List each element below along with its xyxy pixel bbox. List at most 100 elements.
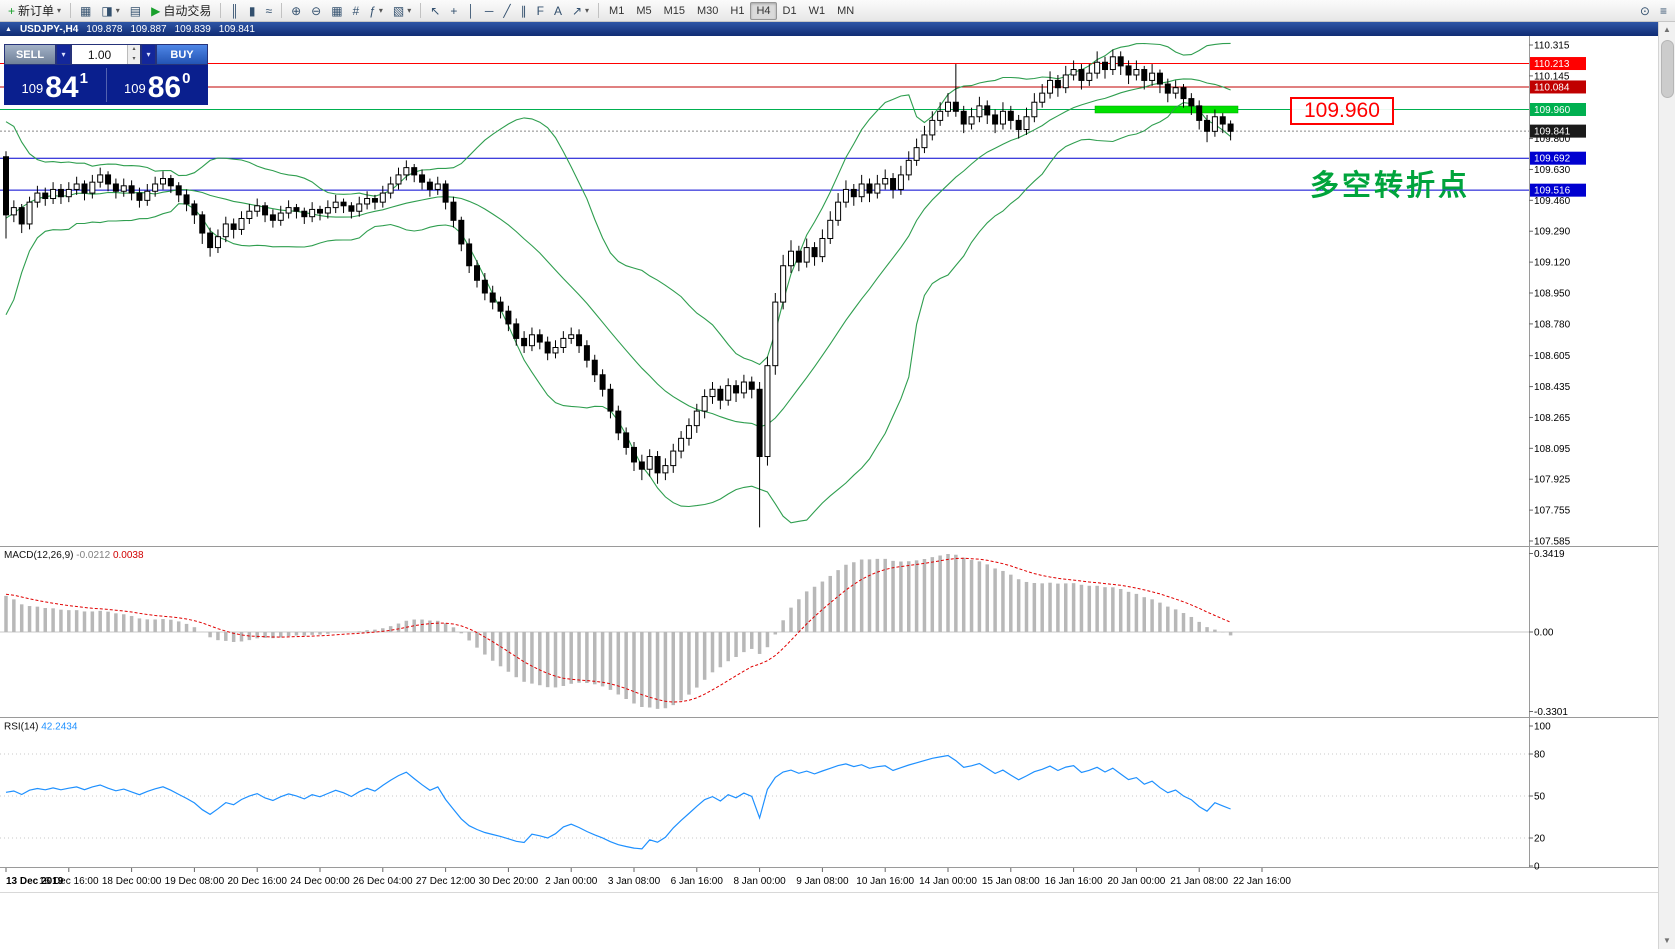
svg-text:109.841: 109.841 xyxy=(1534,127,1571,138)
svg-text:108.950: 108.950 xyxy=(1534,289,1571,300)
svg-text:22 Jan 16:00: 22 Jan 16:00 xyxy=(1233,876,1291,887)
grid-icon: # xyxy=(352,3,360,18)
sell-price-prefix: 109 xyxy=(21,81,44,96)
svg-text:0.3419: 0.3419 xyxy=(1534,549,1565,560)
main-toolbar: + 新订单 ▾ ▦ ◨ ▾ ▤ ▶ 自动交易 ║ ▮ ≈ ⊕ ⊖ ▦ # ƒ ▾ ▧ ▾ ↖ + │ ─ ╱ ∥ F A ↗ ▾ M1 M5 M… xyxy=(0,0,1675,22)
svg-text:16 Jan 16:00: 16 Jan 16:00 xyxy=(1045,876,1103,887)
market-watch-button[interactable]: ▤ xyxy=(125,1,146,20)
candles xyxy=(3,49,1234,528)
svg-text:27 Dec 12:00: 27 Dec 12:00 xyxy=(416,876,476,887)
timeframe-m5-button[interactable]: M5 xyxy=(636,4,652,17)
svg-text:107.755: 107.755 xyxy=(1534,506,1571,517)
svg-text:109.800: 109.800 xyxy=(1534,134,1571,145)
crosshair-button[interactable]: + xyxy=(445,1,462,20)
tile-windows-button[interactable]: ▦ xyxy=(326,1,347,20)
chart-titlebar[interactable]: ▲ USDJPY-,H4 109.878 109.887 109.839 109… xyxy=(0,22,1658,36)
sell-price-big: 84 xyxy=(45,71,79,104)
svg-text:109.120: 109.120 xyxy=(1534,258,1571,269)
svg-text:6 Jan 16:00: 6 Jan 16:00 xyxy=(671,876,724,887)
ohlc-high: 109.887 xyxy=(130,23,167,35)
macd-panel: MACD(12,26,9) -0.0212 0.0038 0.3419 0.00 -0… xyxy=(0,549,1568,718)
svg-text:18 Dec 00:00: 18 Dec 00:00 xyxy=(102,876,162,887)
buy-button[interactable]: BUY xyxy=(156,44,208,65)
timeframe-w1-button[interactable]: W1 xyxy=(808,4,826,17)
trendline-button[interactable]: ╱ xyxy=(498,1,515,20)
horizontal-line-button[interactable]: ─ xyxy=(480,1,499,20)
timeframe-h4-button[interactable]: H4 xyxy=(750,1,777,20)
svg-text:13 Dec 2019: 13 Dec 2019 xyxy=(6,876,64,887)
price-axis[interactable]: 110.315 110.145 109.800 109.630 109.460 109.2… xyxy=(1529,41,1586,548)
svg-text:109.516: 109.516 xyxy=(1534,186,1571,197)
charts-icon: ▦ xyxy=(80,3,92,18)
svg-text:109.692: 109.692 xyxy=(1534,154,1571,165)
sell-button[interactable]: SELL xyxy=(4,44,56,65)
timeframe-m1-button[interactable]: M1 xyxy=(609,4,625,17)
new-order-icon: + xyxy=(8,3,16,18)
vertical-line-button[interactable]: │ xyxy=(462,1,480,20)
timeframe-m15-button[interactable]: M15 xyxy=(663,4,686,17)
scrollbar-thumb[interactable] xyxy=(1660,40,1674,98)
svg-text:108.265: 108.265 xyxy=(1534,413,1571,424)
docs-icon: ≡ xyxy=(1659,3,1667,18)
search-button[interactable]: ⊙ xyxy=(1635,1,1655,20)
fibonacci-button[interactable]: F xyxy=(532,1,549,20)
arrows-button[interactable]: ↗ ▾ xyxy=(567,1,594,20)
svg-text:109.630: 109.630 xyxy=(1534,165,1571,176)
svg-text:110.084: 110.084 xyxy=(1534,82,1570,93)
svg-text:8 Jan 00:00: 8 Jan 00:00 xyxy=(733,876,786,887)
templates-icon: ▧ xyxy=(392,3,405,18)
buy-price-prefix: 109 xyxy=(124,81,146,96)
zoom-in-button[interactable]: ⊕ xyxy=(286,1,306,20)
search-icon: ⊙ xyxy=(1639,3,1650,18)
scroll-down-button[interactable]: ▼ xyxy=(1663,936,1671,945)
arrows-icon: ↗ xyxy=(571,3,583,18)
vertical-scrollbar[interactable]: ▲ ▼ xyxy=(1658,22,1675,949)
svg-text:RSI(14) 42.2434: RSI(14) 42.2434 xyxy=(4,722,78,733)
timeframe-h1-button[interactable]: H1 xyxy=(730,4,745,17)
timeframe-mn-button[interactable]: MN xyxy=(837,4,855,17)
sell-price[interactable]: 109 84 1 xyxy=(4,65,106,105)
candlestick-chart-button[interactable]: ▮ xyxy=(244,1,261,20)
toolbar-separator xyxy=(220,3,222,18)
cursor-icon: ↖ xyxy=(430,3,441,18)
svg-text:16 Dec 16:00: 16 Dec 16:00 xyxy=(39,876,99,887)
timeframe-m30-button[interactable]: M30 xyxy=(697,4,719,17)
line-chart-button[interactable]: ≈ xyxy=(260,1,277,20)
text-button[interactable]: A xyxy=(549,1,567,20)
scroll-up-button[interactable]: ▲ xyxy=(1663,25,1671,34)
indicators-caret-icon: ▾ xyxy=(378,6,383,15)
templates-button[interactable]: ▧ ▾ xyxy=(388,1,416,20)
trendline-icon: ╱ xyxy=(503,3,511,18)
channel-button[interactable]: ∥ xyxy=(516,1,532,20)
grid-button[interactable]: # xyxy=(348,1,365,20)
timeframe-d1-button[interactable]: D1 xyxy=(782,4,797,17)
profiles-button[interactable]: ◨ ▾ xyxy=(96,1,124,20)
chart-canvas[interactable]: 110.315 110.145 109.800 109.630 109.460 109.2… xyxy=(0,36,1675,949)
toolbar-separator xyxy=(598,3,600,18)
svg-text:24 Dec 00:00: 24 Dec 00:00 xyxy=(290,876,350,887)
turning-point-annotation[interactable]: 多空转折点 xyxy=(1310,170,1471,202)
autotrading-button[interactable]: ▶ 自动交易 xyxy=(146,1,216,20)
docs-button[interactable]: ≡ xyxy=(1655,1,1672,20)
volume-input[interactable] xyxy=(72,45,127,64)
indicators-button[interactable]: ƒ ▾ xyxy=(364,1,388,20)
price-annotation[interactable]: 109.960 xyxy=(1290,97,1394,125)
sell-options-caret[interactable]: ▾ xyxy=(56,44,71,65)
new-order-button[interactable]: + 新订单 ▾ xyxy=(3,1,66,20)
charts-button[interactable]: ▦ xyxy=(75,1,96,20)
svg-text:107.925: 107.925 xyxy=(1534,475,1571,486)
zoom-out-button[interactable]: ⊖ xyxy=(306,1,326,20)
bar-chart-button[interactable]: ║ xyxy=(225,1,244,20)
buy-options-caret[interactable]: ▾ xyxy=(141,44,156,65)
autotrading-button-label: 自动交易 xyxy=(163,4,212,18)
chart-collapse-icon[interactable]: ▲ xyxy=(5,25,12,33)
bollinger-bands xyxy=(5,42,1231,524)
volume-increase-button[interactable]: ▴ xyxy=(128,45,140,55)
svg-text:30 Dec 20:00: 30 Dec 20:00 xyxy=(479,876,539,887)
svg-text:108.095: 108.095 xyxy=(1534,444,1571,455)
svg-text:20 Dec 16:00: 20 Dec 16:00 xyxy=(227,876,287,887)
volume-decrease-button[interactable]: ▾ xyxy=(128,54,140,64)
cursor-button[interactable]: ↖ xyxy=(425,1,445,20)
buy-price[interactable]: 109 86 0 xyxy=(107,65,209,105)
